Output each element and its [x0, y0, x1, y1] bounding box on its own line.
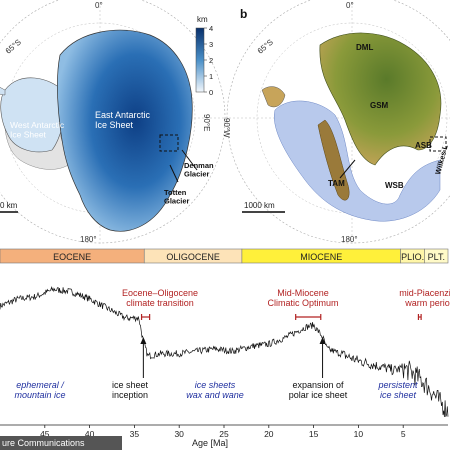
phase-label: ephemeral / mountain ice — [14, 380, 65, 400]
west-antarctic-label: West Antarctic Ice Sheet — [10, 120, 65, 139]
epoch-label: PLT. — [428, 252, 445, 262]
x-tick-label: 15 — [309, 429, 319, 439]
region-label-dml: DML — [356, 43, 373, 52]
scale-bar-b: 1000 km — [242, 201, 285, 213]
east-antarctic-label: East Antarctic Ice Sheet — [95, 110, 151, 130]
tam-pointer — [339, 159, 356, 179]
region-label-tam: TAM — [328, 179, 345, 188]
region-label-gsm: GSM — [370, 101, 389, 110]
phase-label: persistent ice sheet — [377, 380, 418, 400]
colorbar: km 4 3 2 1 0 — [195, 15, 213, 97]
epoch-bar: EOCENE OLIGOCENE MIOCENE PLIO. PLT. — [0, 248, 449, 264]
peninsula-shape — [0, 86, 6, 96]
colorbar-tick-label: 4 — [209, 24, 213, 33]
totten-arrow — [169, 164, 179, 183]
west-antarctic-ice-shape — [0, 77, 66, 153]
climate-series-line — [0, 285, 449, 418]
x-tick-label: 25 — [219, 429, 229, 439]
x-tick-label: 30 — [174, 429, 184, 439]
marker-label: ice sheet inception — [112, 380, 149, 400]
x-tick-label: 20 — [264, 429, 274, 439]
event-label: Eocene–Oligocene climate transition — [122, 288, 198, 308]
totten-label: Totten Glacier — [164, 188, 190, 205]
colorbar-tick-label: 3 — [209, 40, 213, 49]
epoch-label: MIOCENE — [300, 252, 342, 262]
region-label-wsb: WSB — [385, 181, 404, 190]
lon-right-label-a: 90°E — [202, 114, 211, 131]
bottom-lon-label-b: 180° — [341, 235, 358, 244]
bottom-lon-label-a: 180° — [80, 235, 97, 244]
east-antarctic-ice-shape — [57, 29, 193, 232]
marker-arrowhead — [140, 337, 147, 344]
marker-label: expansion of polar ice sheet — [289, 380, 348, 400]
epoch-label: OLIGOCENE — [166, 252, 220, 262]
epoch-label: EOCENE — [53, 252, 91, 262]
map-panel-a: 0° 65°S 90°E 180° West Antarctic Ice Shee… — [0, 0, 230, 245]
asb-box — [429, 136, 447, 152]
lon-left-label-b: 90°W — [222, 118, 231, 138]
phase-label: ice sheets wax and wane — [186, 380, 244, 400]
mountain-range-shape — [317, 119, 350, 201]
denman-label: Denman Glacier — [184, 161, 214, 178]
colorbar-tick-label: 1 — [209, 72, 213, 81]
study-area-box — [159, 134, 179, 152]
high-elevation-shape — [319, 32, 442, 166]
x-axis-label: Age [Ma] — [192, 438, 228, 448]
low-elevation-shape — [273, 100, 441, 222]
x-tick-label: 5 — [401, 429, 406, 439]
epoch-label: PLIO. — [401, 252, 424, 262]
top-lon-label-a: 0° — [95, 1, 103, 10]
scale-bar-a: 0 km — [0, 201, 18, 213]
peninsula-shape-b — [261, 86, 286, 108]
scale-label-b: 1000 km — [244, 201, 275, 210]
top-lon-label-b: 0° — [346, 1, 354, 10]
panel-b-letter: b — [240, 7, 247, 21]
x-tick-label: 35 — [130, 429, 140, 439]
lat-label-a: 65°S — [4, 38, 23, 56]
colorbar-unit: km — [197, 15, 208, 24]
lat-label-b: 65°S — [256, 38, 275, 56]
colorbar-tick-label: 0 — [209, 88, 213, 97]
marker-arrowhead — [319, 337, 326, 344]
event-label: Mid-Miocene Climatic Optimum — [267, 288, 338, 308]
x-tick-label: 45 — [40, 429, 50, 439]
epoch-box — [424, 248, 449, 264]
image-credit: ure Communications — [0, 436, 122, 450]
event-label: mid-Piacenzianwarm period — [399, 288, 450, 308]
x-tick-label: 10 — [354, 429, 364, 439]
wilkes-label: Wilkes L — [433, 143, 450, 175]
denman-arrow — [181, 149, 198, 171]
map-panel-b: b 0° 65°S 90°W 180° Wilkes L DML GSM ASB… — [222, 0, 450, 245]
region-label-asb: ASB — [415, 141, 432, 150]
x-tick-label: 40 — [85, 429, 95, 439]
temperature-chart: 45 40 35 30 25 20 15 10 5 Age [Ma] Eocene–Oligocen… — [0, 285, 450, 448]
colorbar-tick-label: 2 — [209, 56, 213, 65]
scale-label-a: 0 km — [0, 201, 18, 210]
